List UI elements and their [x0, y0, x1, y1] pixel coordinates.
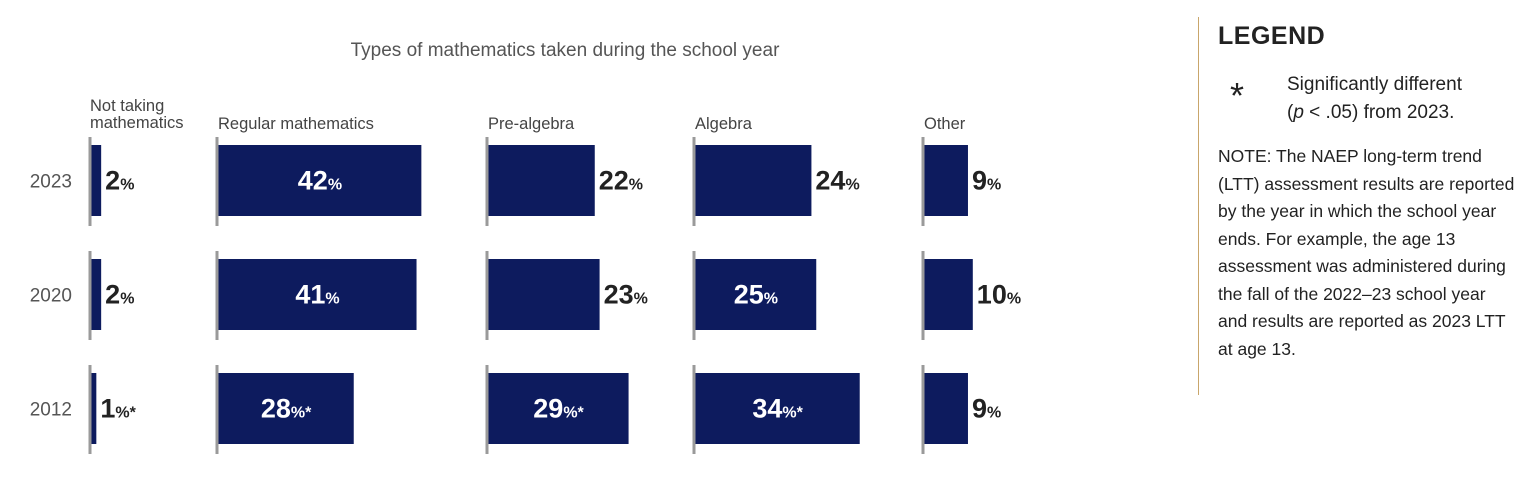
bar — [924, 145, 968, 216]
data-label: 28%* — [261, 394, 312, 424]
bar — [695, 145, 812, 216]
category-label: Pre-algebra — [488, 115, 575, 133]
legend-significance-label: Significantly different (p < .05) from 2… — [1287, 71, 1527, 127]
data-label: 1%* — [100, 394, 136, 424]
asterisk-icon: * — [1230, 75, 1245, 116]
bar — [218, 259, 417, 330]
year-label: 2020 — [30, 286, 72, 307]
legend-label-post: < .05) from 2023. — [1303, 102, 1455, 123]
data-label: 25% — [734, 280, 778, 310]
data-label: 2% — [105, 166, 134, 196]
data-label: 42% — [298, 166, 342, 196]
legend-note: NOTE: The NAEP long-term trend (LTT) ass… — [1218, 146, 1515, 359]
data-label: 34%* — [752, 394, 803, 424]
bar — [218, 145, 422, 216]
legend-item-significance: * Significantly different (p < .05) from… — [1218, 71, 1518, 127]
legend-label-p: p — [1293, 102, 1304, 123]
bar — [695, 259, 817, 330]
year-label: 2023 — [30, 172, 72, 193]
bar — [91, 259, 102, 330]
category-label: Other — [924, 115, 966, 133]
legend-label-line1: Significantly different — [1287, 74, 1462, 95]
data-label: 24% — [815, 166, 859, 196]
data-label: 9% — [972, 394, 1001, 424]
category-label: Not taking mathematics — [90, 97, 184, 132]
data-label: 2% — [105, 280, 134, 310]
chart: Types of mathematics taken during the sc… — [30, 40, 1021, 454]
bar — [218, 373, 354, 444]
bar — [488, 373, 629, 444]
chart-svg: Not taking mathematics Regular mathematics… — [30, 97, 1021, 454]
data-label: 22% — [599, 166, 643, 196]
bar — [924, 373, 968, 444]
data-label: 10% — [977, 280, 1021, 310]
data-label: 9% — [972, 166, 1001, 196]
chart-title: Types of mathematics taken during the sc… — [350, 40, 780, 61]
category-label: Regular mathematics — [218, 115, 374, 133]
bar — [488, 145, 595, 216]
bar — [91, 373, 97, 444]
category-label: Algebra — [695, 115, 753, 133]
data-label: 41% — [295, 280, 339, 310]
bar — [695, 373, 860, 444]
bar — [91, 145, 102, 216]
data-label: 23% — [604, 280, 648, 310]
legend-title: LEGEND — [1218, 22, 1326, 50]
year-label: 2012 — [30, 400, 72, 421]
legend: LEGEND * Significantly different (p < .0… — [1198, 17, 1518, 395]
data-label: 29%* — [533, 394, 584, 424]
bar — [924, 259, 973, 330]
legend-label-pre: ( — [1287, 102, 1294, 123]
bar — [488, 259, 600, 330]
